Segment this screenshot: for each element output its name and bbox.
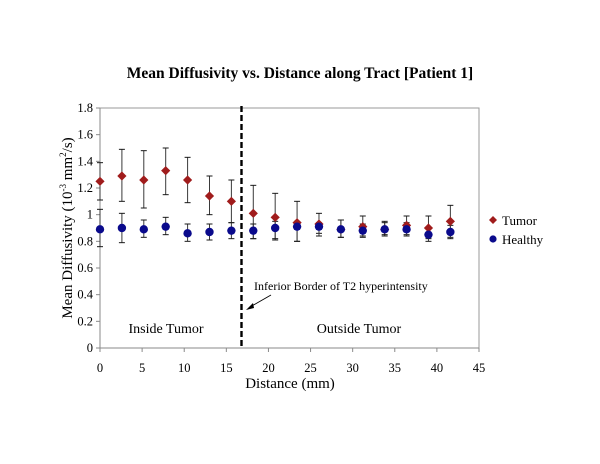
data-point-healthy xyxy=(380,225,389,234)
y-tick-label: 1.4 xyxy=(77,154,93,168)
x-axis: 0 5 10 15 20 25 30 35 40 45 xyxy=(97,347,486,375)
data-point-healthy xyxy=(402,225,411,234)
data-point-healthy xyxy=(292,222,302,231)
annotation-arrow-line xyxy=(249,294,272,308)
y-tick-label: 0.6 xyxy=(77,261,93,275)
x-axis-label: Distance (mm) xyxy=(245,376,335,392)
annotation-arrow-head xyxy=(246,303,254,310)
x-tick-label: 40 xyxy=(431,361,444,375)
y-axis-label-part: mm xyxy=(60,157,76,184)
data-point-tumor xyxy=(95,176,105,186)
data-point-healthy xyxy=(424,230,433,239)
data-point-healthy xyxy=(139,225,148,234)
data-point-tumor xyxy=(270,212,280,222)
data-point-tumor xyxy=(226,196,236,206)
annotation-outside-tumor: Outside Tumor xyxy=(317,322,402,337)
data-point-healthy xyxy=(336,225,346,234)
data-point-tumor xyxy=(139,175,149,185)
data-point-tumor xyxy=(445,216,455,226)
data-point-healthy xyxy=(249,226,258,235)
y-axis: 0 0.2 0.4 0.6 0.8 1 1.2 1.4 1.6 1.8 xyxy=(77,101,101,355)
y-tick-label: 1.2 xyxy=(77,181,93,195)
data-point-tumor xyxy=(423,223,434,233)
data-point-tumor xyxy=(182,175,193,185)
data-point-healthy xyxy=(227,226,236,235)
legend-marker-healthy xyxy=(489,235,497,243)
x-tick-label: 20 xyxy=(262,361,275,375)
chart-title: Mean Diffusivity vs. Distance along Trac… xyxy=(127,65,473,82)
data-point-healthy xyxy=(205,227,214,237)
annotation-arrow xyxy=(246,294,272,310)
y-axis-label-superscript: 2 xyxy=(58,152,68,157)
data-point-healthy xyxy=(314,222,324,231)
y-axis-label-superscript: -3 xyxy=(58,183,68,191)
data-point-tumor xyxy=(161,166,171,176)
x-tick-label: 45 xyxy=(473,361,486,375)
y-axis-label-part: /s) xyxy=(60,137,76,152)
data-point-healthy xyxy=(161,222,170,231)
y-axis-label: Mean Diffusivity (10-3 mm2/s) xyxy=(58,137,76,318)
y-tick-label: 0.8 xyxy=(77,234,93,248)
annotation-inside-tumor: Inside Tumor xyxy=(128,322,203,337)
data-point-healthy xyxy=(183,229,192,238)
data-point-healthy xyxy=(270,223,280,233)
data-point-tumor xyxy=(117,171,127,181)
legend-label-healthy: Healthy xyxy=(502,232,544,247)
legend-label-tumor: Tumor xyxy=(502,213,538,228)
annotation-border: Inferior Border of T2 hyperintensity xyxy=(254,279,428,293)
y-tick-label: 1.8 xyxy=(77,101,93,115)
y-tick-label: 0.4 xyxy=(77,288,93,302)
data-point-healthy xyxy=(446,227,455,237)
x-tick-label: 30 xyxy=(346,361,359,375)
x-tick-label: 25 xyxy=(304,361,317,375)
y-tick-label: 1.6 xyxy=(77,128,93,142)
x-tick-label: 35 xyxy=(389,361,402,375)
y-tick-label: 0 xyxy=(87,341,93,355)
legend-marker-tumor xyxy=(489,216,497,224)
markers xyxy=(95,166,455,239)
legend-item-tumor: Tumor xyxy=(489,213,538,228)
x-tick-label: 10 xyxy=(178,361,191,375)
data-point-healthy xyxy=(117,223,127,233)
y-tick-label: 1 xyxy=(87,208,93,222)
x-tick-label: 0 xyxy=(97,361,103,375)
x-tick-label: 5 xyxy=(139,361,145,375)
y-axis-label-part: Mean Diffusivity (10 xyxy=(60,191,76,318)
y-tick-label: 0.2 xyxy=(77,314,93,328)
data-point-healthy xyxy=(358,226,367,235)
data-point-tumor xyxy=(204,191,215,201)
data-point-tumor xyxy=(248,208,258,218)
legend-item-healthy: Healthy xyxy=(489,232,544,247)
x-tick-label: 15 xyxy=(220,361,233,375)
data-point-healthy xyxy=(95,225,105,234)
legend: Tumor Healthy xyxy=(489,213,544,247)
